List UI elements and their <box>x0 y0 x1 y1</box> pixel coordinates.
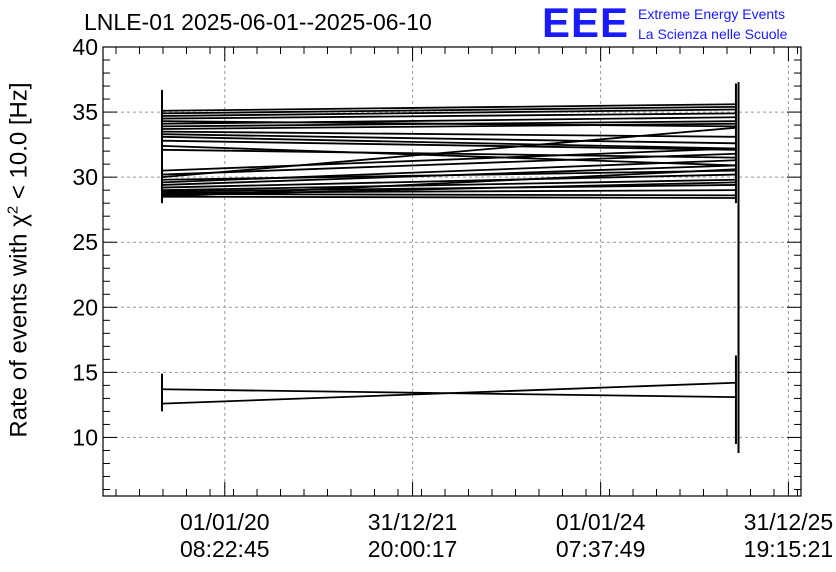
data-segment <box>161 105 736 115</box>
eee-logo-text: Extreme Energy Events La Scienza nelle S… <box>638 4 787 44</box>
y-axis-label-post: < 10.0 [Hz] <box>5 82 33 206</box>
chart-title: LNLE-01 2025-06-01--2025-06-10 <box>84 9 432 35</box>
y-axis-label-pre: Rate of events with <box>5 226 33 438</box>
x-tick-label-date: 01/01/20 <box>180 509 270 535</box>
x-tick-label-time: 19:15:21 <box>744 536 834 562</box>
data-segment <box>161 145 736 167</box>
data-segment <box>161 120 736 128</box>
data-segment <box>161 112 736 120</box>
logo-line-1: Extreme Energy Events <box>638 6 786 22</box>
data-segment <box>161 381 736 405</box>
y-tick-label: 15 <box>72 359 98 385</box>
data-segment <box>161 116 736 125</box>
y-axis-label: Rate of events with χ2 < 10.0 [Hz] <box>5 82 34 437</box>
data-segment <box>161 133 736 145</box>
data-segment <box>161 139 736 151</box>
data-segment <box>161 152 736 176</box>
x-tick-label-date: 31/12/25 <box>744 509 834 535</box>
x-tick-label-time: 07:37:49 <box>556 536 646 562</box>
y-tick-label: 10 <box>72 424 98 450</box>
x-tick-label-time: 20:00:17 <box>368 536 458 562</box>
data-segment <box>161 159 736 184</box>
eee-logo: EEE <box>542 0 630 46</box>
data-segment <box>161 178 736 192</box>
data-segment <box>161 181 736 197</box>
y-tick-label: 35 <box>72 99 98 125</box>
plot-frame <box>102 46 802 497</box>
data-segment <box>161 135 736 150</box>
y-tick-label: 20 <box>72 294 98 320</box>
y-tick-label: 25 <box>72 229 98 255</box>
y-axis-label-sup: 2 <box>4 205 22 215</box>
data-segment <box>161 193 736 197</box>
data-segment <box>161 147 736 172</box>
y-axis-label-chi: χ <box>5 214 33 227</box>
data-segment <box>161 108 736 117</box>
data-segment <box>161 103 736 112</box>
x-tick-label-date: 01/01/24 <box>556 509 646 535</box>
data-segment <box>161 195 736 199</box>
x-tick-label-date: 31/12/21 <box>368 509 458 535</box>
y-tick-label: 40 <box>72 34 98 60</box>
data-segment <box>161 168 736 198</box>
data-segment <box>161 126 737 179</box>
data-segment <box>161 173 736 189</box>
y-tick-label: 30 <box>72 164 98 190</box>
x-tick-label-time: 08:22:45 <box>180 536 270 562</box>
logo-line-2: La Scienza nelle Scuole <box>638 26 788 42</box>
data-segment <box>161 122 736 130</box>
data-segment <box>161 164 736 186</box>
